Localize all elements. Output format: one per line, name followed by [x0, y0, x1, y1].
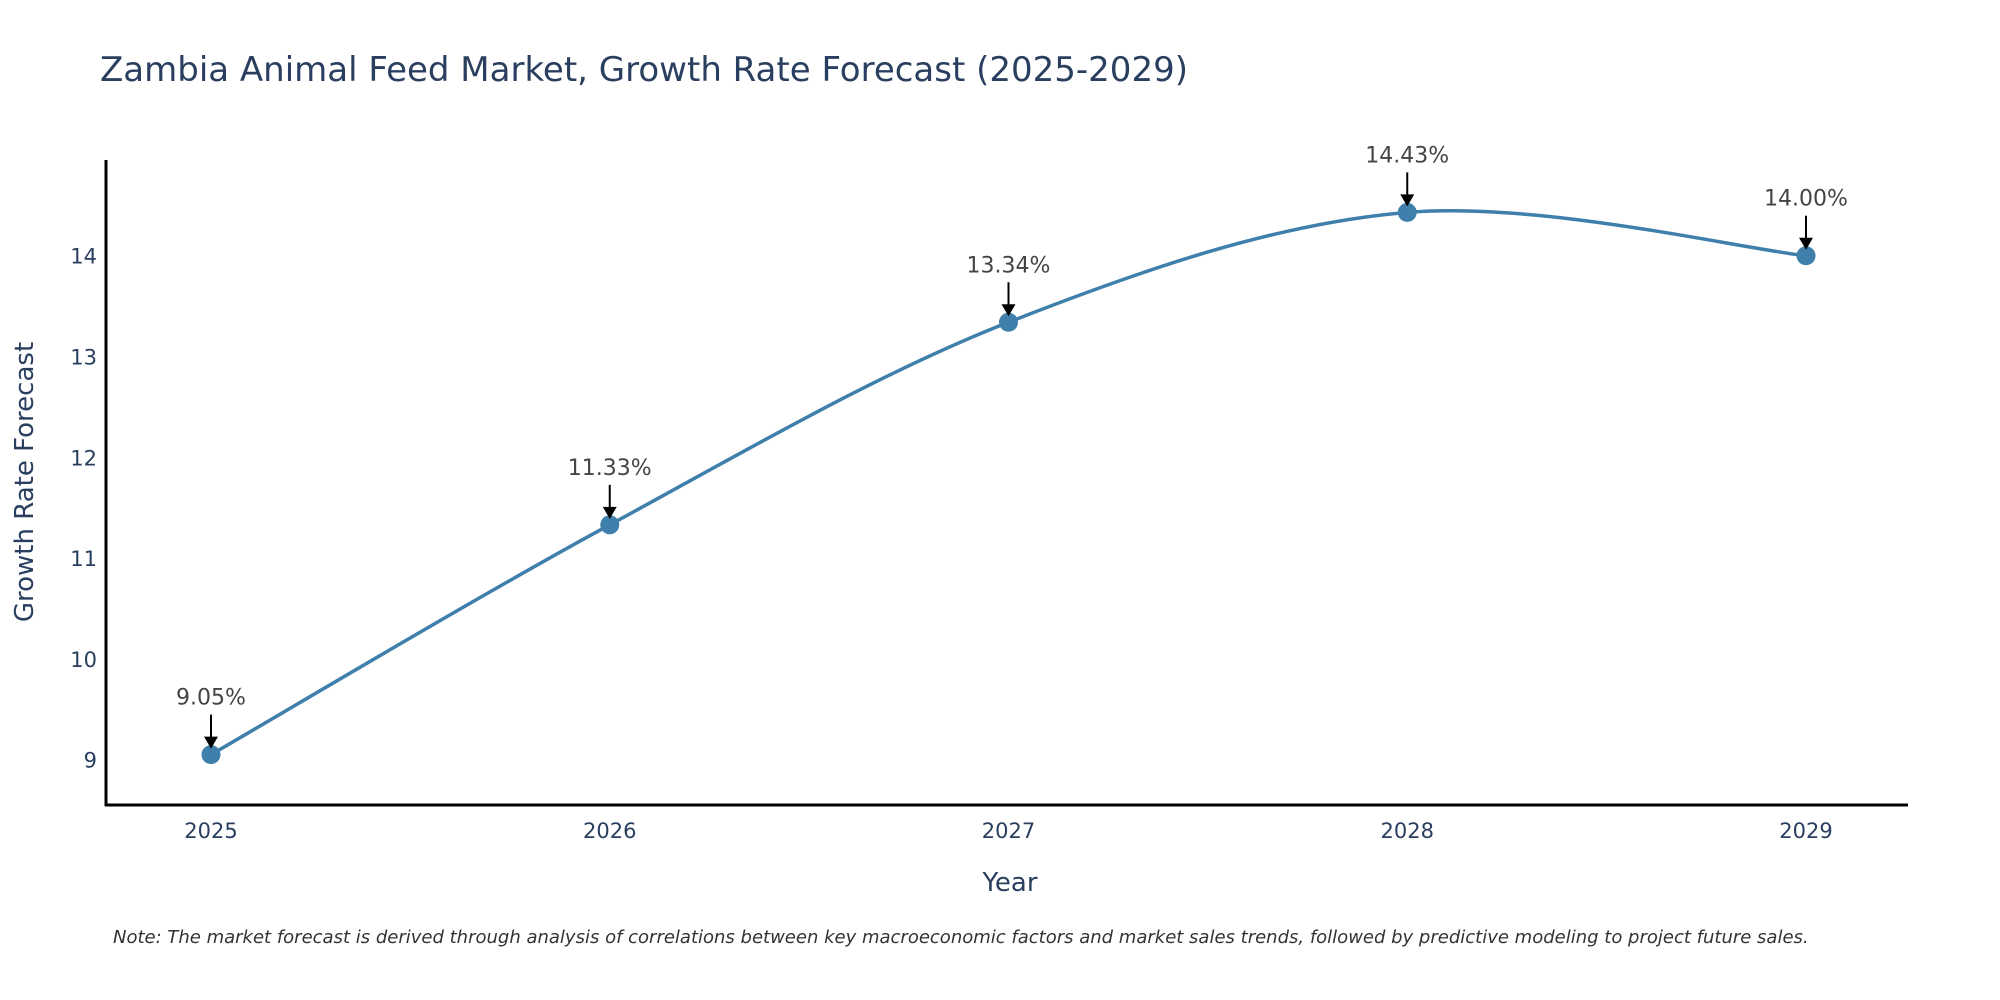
y-tick-labels: 9 10 11 12 13 14 [70, 245, 97, 773]
x-tick-label: 2029 [1779, 819, 1832, 843]
annotation-arrow-head [602, 506, 617, 519]
data-point-marker [999, 312, 1018, 332]
x-tick-label: 2027 [982, 819, 1035, 843]
y-tick-label: 11 [70, 547, 97, 571]
y-tick-label: 10 [70, 648, 97, 672]
chart-title: Zambia Animal Feed Market, Growth Rate F… [100, 50, 1188, 90]
y-axis-title: Growth Rate Forecast [10, 342, 40, 622]
series-markers [201, 202, 1816, 765]
annotation-arrow-head [1400, 194, 1415, 207]
axes [104, 160, 1908, 807]
data-point-marker [600, 515, 620, 535]
data-label-annotations: 9.05% 11.33% 13.34% 14.43% 14.00% [176, 143, 1848, 749]
x-tick-label: 2028 [1381, 819, 1434, 843]
y-tick-label: 14 [70, 245, 97, 269]
data-point-marker [1397, 202, 1417, 222]
data-point-marker [1796, 246, 1816, 266]
annotation-arrow-head [1001, 304, 1016, 317]
y-tick-label: 9 [84, 749, 97, 773]
data-label: 9.05% [176, 686, 246, 711]
data-label: 13.34% [967, 253, 1051, 278]
data-point-marker [201, 745, 221, 765]
data-label: 11.33% [568, 456, 652, 481]
y-tick-label: 12 [70, 446, 97, 470]
x-axis-title: Year [981, 868, 1037, 898]
data-label: 14.00% [1764, 187, 1848, 212]
x-tick-label: 2025 [184, 819, 237, 843]
footnote: Note: The market forecast is derived thr… [113, 927, 1809, 948]
y-tick-label: 13 [70, 346, 97, 370]
annotation-arrow-head [1799, 237, 1813, 250]
x-tick-labels: 2025 2026 2027 2028 2029 [184, 819, 1832, 843]
x-tick-label: 2026 [583, 819, 636, 843]
data-label: 14.43% [1365, 143, 1449, 168]
annotation-arrow-head [204, 736, 218, 749]
